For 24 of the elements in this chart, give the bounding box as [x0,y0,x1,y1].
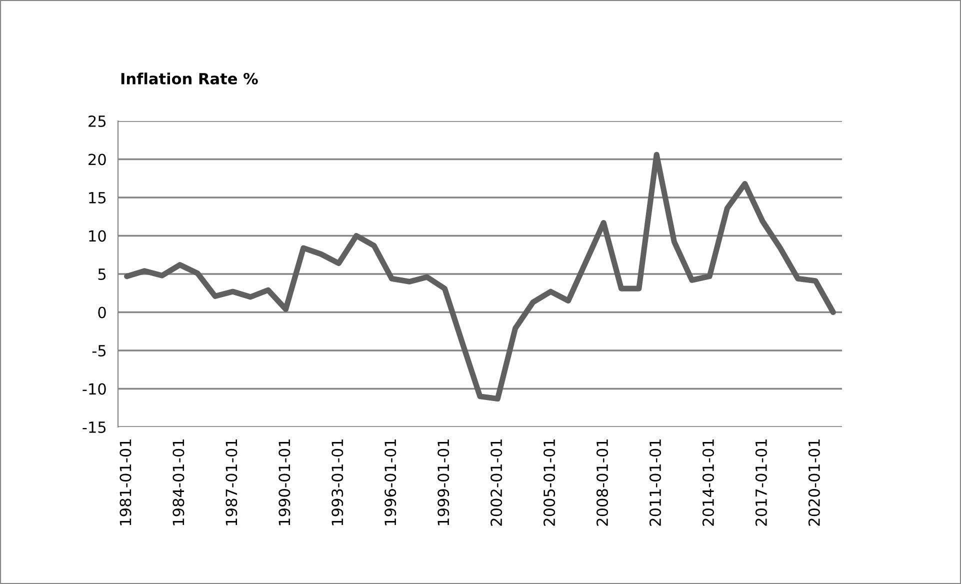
chart-title: Inflation Rate % [121,72,258,84]
x-tick-label: 1987-01-01 [226,440,238,526]
x-tick-label: 1984-01-01 [172,440,184,526]
y-tick-label: 25 [88,115,106,128]
y-tick-label: 5 [98,268,106,280]
x-tick-label: 2008-01-01 [596,440,608,526]
x-tick-label: 1990-01-01 [278,440,290,526]
x-tick-label: 1981-01-01 [120,440,132,526]
y-tick-label: 20 [88,154,106,166]
y-tick-label: -5 [92,345,106,357]
y-tick-label: 10 [89,230,106,242]
x-tick-label: 2014-01-01 [702,440,714,526]
x-tick-label: 2017-01-01 [755,440,767,526]
x-tick-label: 1999-01-01 [438,440,450,526]
y-tick-label: -10 [82,383,106,395]
x-tick-label: 2005-01-01 [544,440,556,526]
x-tick-label: 2002-01-01 [490,440,502,526]
y-tick-label: 15 [89,192,106,204]
x-tick-label: 2020-01-01 [808,440,820,526]
y-tick-label: -15 [82,422,106,434]
x-tick-label: 1996-01-01 [384,440,396,526]
y-tick-label: 0 [98,306,106,318]
x-tick-label: 2011-01-01 [649,440,662,526]
x-tick-label: 1993-01-01 [332,440,344,526]
